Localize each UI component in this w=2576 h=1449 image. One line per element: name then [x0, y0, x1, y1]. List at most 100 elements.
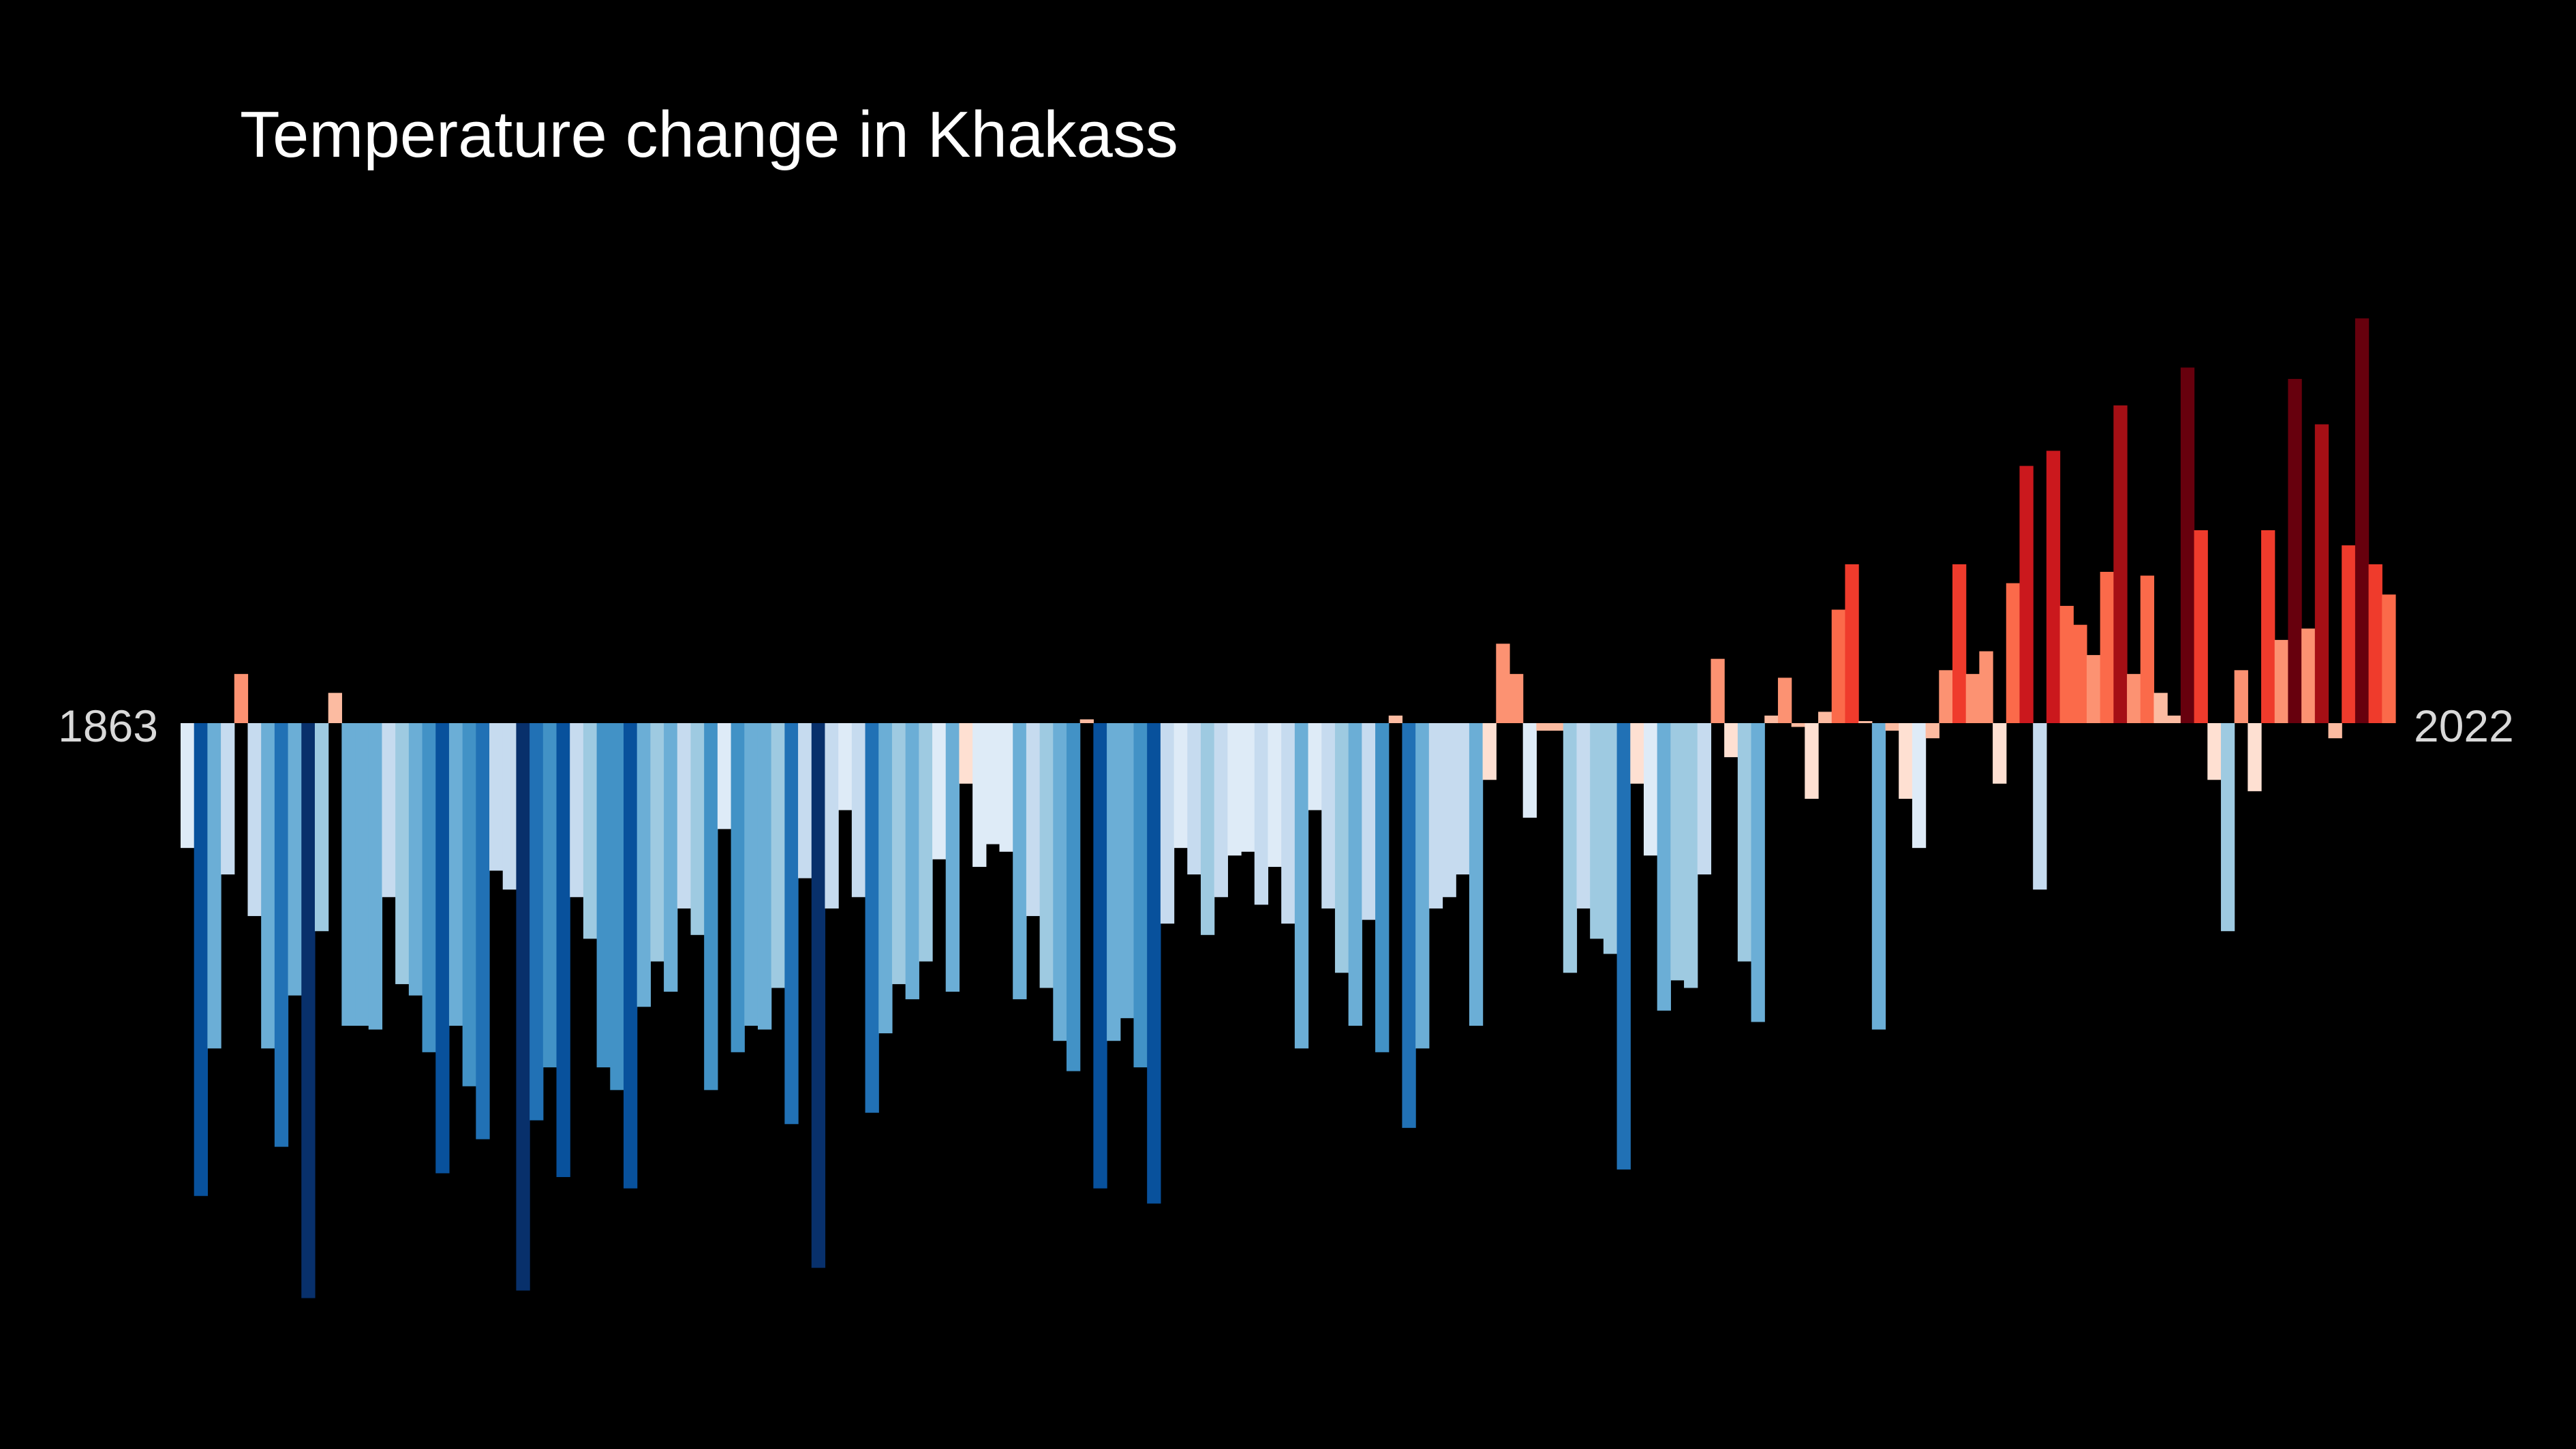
bar-2019	[2274, 639, 2289, 723]
chart-title: Temperature change in Khakass	[240, 98, 1178, 171]
bar-1917	[905, 723, 919, 1000]
bar-1951	[1362, 723, 1376, 920]
bar-1869	[261, 723, 275, 1049]
bar-1871	[288, 723, 302, 996]
bar-2015	[2220, 723, 2235, 932]
bar-1903	[717, 723, 732, 829]
bar-1894	[596, 723, 611, 1068]
bar-1982	[1777, 677, 1792, 723]
bar-1888	[516, 723, 530, 1291]
bar-2022	[2314, 424, 2329, 723]
bar-1983	[1791, 723, 1805, 727]
bar-1970	[1616, 723, 1631, 1170]
bar-1887	[502, 723, 517, 890]
bar-1919	[932, 723, 947, 859]
bar-1985	[1818, 712, 1833, 723]
bar-2005	[2086, 655, 2101, 723]
bar-1896	[624, 723, 638, 1189]
bar-1928	[1053, 723, 1067, 1041]
bar-1934	[1133, 723, 1148, 1068]
bar-group	[181, 318, 2396, 1298]
bar-1940	[1214, 723, 1228, 898]
end-year-label: 2022	[2414, 701, 2514, 751]
bar-1885	[476, 723, 490, 1140]
bar-1889	[530, 723, 544, 1120]
bar-2001	[2033, 723, 2047, 890]
bar-1864	[194, 723, 208, 1196]
bar-1947	[1308, 723, 1322, 810]
bar-1956	[1428, 723, 1443, 909]
bar-1875	[341, 723, 356, 1026]
bar-1949	[1334, 723, 1349, 973]
bar-1945	[1281, 723, 1295, 924]
bar-1882	[435, 723, 450, 1174]
bar-1923	[985, 723, 1000, 844]
bar-1993	[1925, 723, 1939, 739]
bar-1874	[328, 692, 342, 723]
bar-1873	[314, 723, 329, 932]
bar-1927	[1039, 723, 1054, 988]
bar-1914	[865, 723, 879, 1113]
bar-1948	[1321, 723, 1336, 909]
bar-1911	[825, 723, 839, 909]
bar-1960	[1482, 723, 1497, 780]
bar-1891	[556, 723, 570, 1177]
bar-1979	[1737, 723, 1752, 962]
bar-1915	[878, 723, 893, 1034]
bar-1933	[1120, 723, 1135, 1018]
bar-1876	[355, 723, 369, 1026]
bar-1920	[945, 723, 960, 992]
bar-1922	[972, 723, 987, 867]
bar-1997	[1979, 651, 1993, 723]
bar-1906	[757, 723, 772, 1030]
bar-2011	[2167, 715, 2181, 723]
bar-1921	[959, 723, 973, 784]
bar-1988	[1858, 721, 1873, 723]
bar-1963	[1522, 723, 1537, 818]
bar-1909	[798, 723, 812, 879]
bar-1990	[1885, 723, 1899, 731]
bar-1966	[1563, 723, 1578, 973]
bar-1992	[1912, 723, 1927, 849]
bar-1886	[489, 723, 504, 871]
bar-2025	[2355, 318, 2370, 723]
bar-2009	[2140, 575, 2155, 723]
bar-1984	[1805, 723, 1819, 799]
bar-1977	[1711, 658, 1725, 723]
bar-1870	[274, 723, 289, 1147]
bar-2006	[2100, 572, 2114, 723]
bar-1898	[650, 723, 664, 962]
bar-1902	[704, 723, 718, 1090]
bar-2010	[2153, 692, 2168, 723]
bar-2016	[2234, 670, 2248, 723]
bar-1974	[1670, 723, 1685, 981]
bar-1878	[382, 723, 396, 898]
bar-1910	[811, 723, 826, 1268]
bar-1975	[1684, 723, 1698, 988]
bar-1908	[784, 723, 799, 1125]
bar-1900	[677, 723, 692, 909]
bar-2021	[2301, 628, 2316, 723]
bar-2018	[2261, 530, 2275, 723]
bar-1899	[664, 723, 678, 992]
bar-1904	[731, 723, 745, 1052]
bar-1939	[1200, 723, 1215, 935]
bar-1865	[207, 723, 221, 1049]
bar-1931	[1093, 723, 1107, 1189]
bar-1952	[1375, 723, 1390, 1052]
bar-1965	[1550, 723, 1564, 731]
bar-1942	[1241, 723, 1255, 852]
bar-1941	[1227, 723, 1242, 856]
bar-1936	[1160, 723, 1175, 924]
bar-1897	[637, 723, 651, 1007]
bar-1964	[1536, 723, 1550, 731]
bar-2020	[2288, 378, 2302, 723]
bar-1946	[1294, 723, 1309, 1049]
start-year-label: 1863	[58, 701, 158, 751]
bar-1883	[448, 723, 463, 1026]
bar-1863	[181, 723, 195, 849]
bar-1868	[247, 723, 262, 917]
bar-1937	[1174, 723, 1188, 849]
